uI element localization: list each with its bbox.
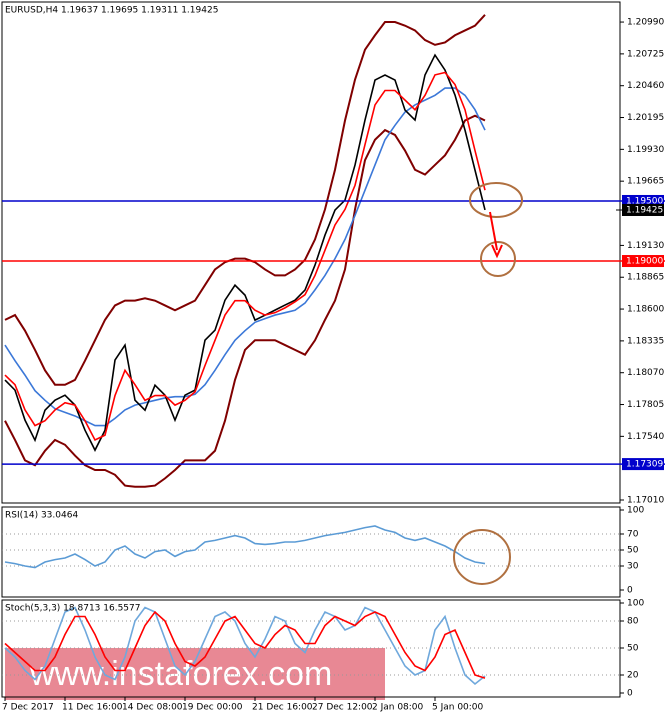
annotation-ellipse (480, 241, 516, 277)
y-tick-label: 1.20725 (627, 49, 664, 59)
y-tick-label: 1.19130 (627, 241, 664, 251)
x-tick-label: 7 Dec 2017 (2, 703, 54, 713)
annotation-arrow (489, 211, 498, 251)
y-tick-label: 100 (627, 599, 644, 609)
y-tick-label: 100 (627, 506, 644, 516)
y-tick-label: 20 (627, 671, 639, 681)
annotation-ellipse (453, 529, 511, 585)
level-label-box (622, 458, 664, 471)
y-tick-label: 1.17540 (627, 432, 664, 442)
x-tick-label: 27 Dec 12:00 (312, 703, 373, 713)
y-tick-label: 1.20460 (627, 81, 664, 91)
y-tick-label: 1.18335 (627, 336, 664, 346)
y-tick-label: 80 (627, 617, 639, 627)
x-tick-label: 14 Dec 08:00 (122, 703, 183, 713)
x-tick-label: 19 Dec 00:00 (182, 703, 243, 713)
panel-title: RSI(14) 33.0464 (5, 511, 78, 521)
level-label-box (622, 194, 664, 207)
annotation-arrowhead (491, 244, 503, 259)
y-tick-label: 1.19665 (627, 177, 664, 187)
series-line (4, 53, 486, 452)
level-label: 1.19500 (626, 196, 663, 206)
last-price-label: 1.19425 (626, 205, 663, 215)
x-tick-label: 2 Jan 08:00 (372, 703, 424, 713)
series-line (4, 610, 486, 679)
y-tick-label: 50 (627, 546, 639, 556)
y-tick-label: 1.17010 (627, 495, 664, 505)
x-tick-label: 11 Dec 16:00 (62, 703, 123, 713)
y-tick-label: 1.18070 (627, 368, 664, 378)
level-label: 1.19000 (626, 257, 663, 267)
y-tick-label: 1.18600 (627, 305, 664, 315)
series-line (4, 525, 486, 569)
series-line (4, 14, 486, 386)
watermark-band (5, 648, 385, 700)
y-tick-label: 50 (627, 644, 639, 654)
series-line (4, 71, 486, 442)
y-tick-label: 1.20195 (627, 113, 664, 123)
panel-title: EURUSD,H4 1.19637 1.19695 1.19311 1.1942… (5, 6, 218, 16)
panel-frame (1, 1, 621, 504)
y-tick-label: 1.20990 (627, 18, 664, 28)
y-tick-label: 1.19930 (627, 145, 664, 155)
series-line (4, 606, 486, 686)
watermark: www.instaforex.com (29, 655, 332, 693)
series-line (4, 114, 486, 488)
level-label: 1.17309 (626, 460, 663, 470)
y-tick-label: 30 (627, 562, 639, 572)
last-price-box (622, 203, 664, 216)
panel-title: Stoch(5,3,3) 18.8713 16.5577 (5, 604, 140, 614)
y-tick-label: 0 (627, 586, 633, 596)
y-tick-label: 1.18865 (627, 273, 664, 283)
annotation-ellipse (469, 182, 523, 218)
y-tick-label: 70 (627, 530, 639, 540)
y-tick-label: 0 (627, 689, 633, 699)
level-label-box (622, 255, 664, 268)
y-tick-label: 1.17805 (627, 400, 664, 410)
x-tick-label: 21 Dec 16:00 (252, 703, 313, 713)
panel-frame (1, 506, 621, 598)
x-tick-label: 5 Jan 00:00 (432, 703, 484, 713)
